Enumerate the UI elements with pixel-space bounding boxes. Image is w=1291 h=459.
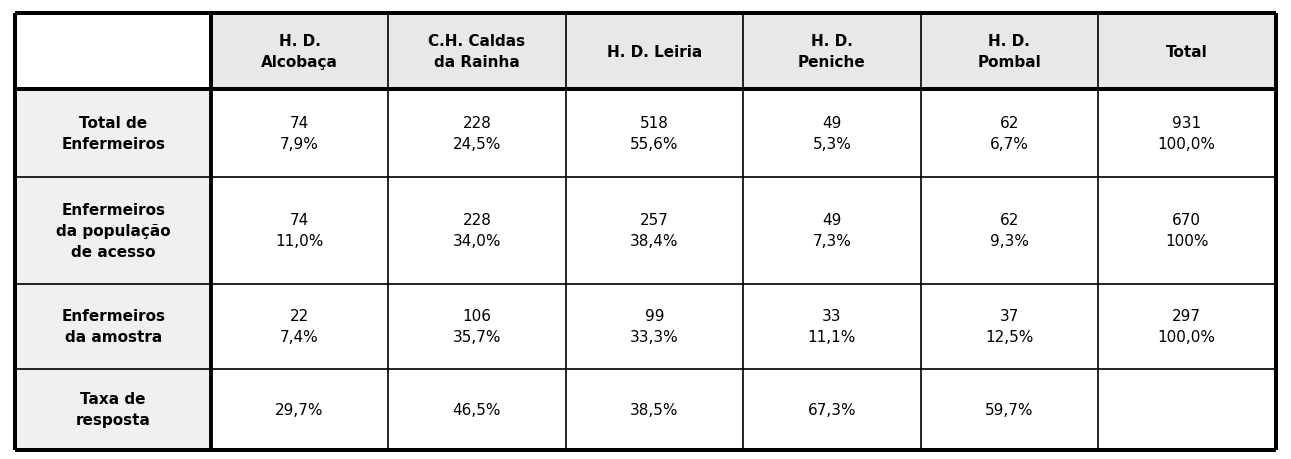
Bar [389, 369, 565, 450]
Bar [920, 177, 1099, 284]
Bar [210, 177, 389, 284]
Text: 59,7%: 59,7% [985, 402, 1034, 417]
Bar [1099, 177, 1276, 284]
Text: 99
33,3%: 99 33,3% [630, 308, 679, 345]
Text: 106
35,7%: 106 35,7% [453, 308, 501, 345]
Text: 49
7,3%: 49 7,3% [812, 213, 851, 249]
Text: C.H. Caldas
da Rainha: C.H. Caldas da Rainha [429, 34, 525, 70]
Bar [920, 369, 1099, 450]
Text: 74
7,9%: 74 7,9% [280, 116, 319, 151]
Bar [920, 284, 1099, 369]
Bar [565, 14, 744, 90]
Text: 518
55,6%: 518 55,6% [630, 116, 679, 151]
Text: H. D.
Alcobaça: H. D. Alcobaça [261, 34, 338, 70]
Bar [15, 284, 210, 369]
Text: 297
100,0%: 297 100,0% [1158, 308, 1216, 345]
Bar [744, 177, 920, 284]
Bar [920, 14, 1099, 90]
Bar [565, 369, 744, 450]
Text: 931
100,0%: 931 100,0% [1158, 116, 1216, 151]
Bar [15, 369, 210, 450]
Text: H. D.
Peniche: H. D. Peniche [798, 34, 866, 70]
Text: 62
9,3%: 62 9,3% [990, 213, 1029, 249]
Text: H. D. Leiria: H. D. Leiria [607, 45, 702, 59]
Bar [565, 177, 744, 284]
Bar [1099, 14, 1276, 90]
Text: 62
6,7%: 62 6,7% [990, 116, 1029, 151]
Text: 29,7%: 29,7% [275, 402, 324, 417]
Bar [565, 90, 744, 177]
Text: Taxa de
resposta: Taxa de resposta [76, 392, 151, 427]
Text: 67,3%: 67,3% [808, 402, 856, 417]
Text: H. D.
Pombal: H. D. Pombal [977, 34, 1042, 70]
Bar [744, 369, 920, 450]
Bar [210, 14, 389, 90]
Text: 22
7,4%: 22 7,4% [280, 308, 319, 345]
Text: 49
5,3%: 49 5,3% [812, 116, 851, 151]
Bar [744, 90, 920, 177]
Text: 37
12,5%: 37 12,5% [985, 308, 1034, 345]
Text: 74
11,0%: 74 11,0% [275, 213, 324, 249]
Bar [389, 177, 565, 284]
Text: Total: Total [1166, 45, 1207, 59]
Text: 38,5%: 38,5% [630, 402, 679, 417]
Bar [210, 90, 389, 177]
Text: 670
100%: 670 100% [1164, 213, 1208, 249]
Bar [1099, 284, 1276, 369]
Text: 228
24,5%: 228 24,5% [453, 116, 501, 151]
Bar [15, 177, 210, 284]
Bar [389, 14, 565, 90]
Text: 46,5%: 46,5% [453, 402, 501, 417]
Bar [210, 369, 389, 450]
Bar [1099, 90, 1276, 177]
Bar [15, 90, 210, 177]
Bar [389, 90, 565, 177]
Text: Total de
Enfermeiros: Total de Enfermeiros [61, 116, 165, 151]
Text: Enfermeiros
da população
de acesso: Enfermeiros da população de acesso [56, 202, 170, 259]
Bar [389, 284, 565, 369]
Bar [920, 90, 1099, 177]
Bar [210, 284, 389, 369]
Bar [744, 14, 920, 90]
Text: Enfermeiros
da amostra: Enfermeiros da amostra [61, 308, 165, 345]
Bar [744, 284, 920, 369]
Bar [1099, 369, 1276, 450]
Text: 257
38,4%: 257 38,4% [630, 213, 679, 249]
Bar [565, 284, 744, 369]
Text: 33
11,1%: 33 11,1% [808, 308, 856, 345]
Text: 228
34,0%: 228 34,0% [453, 213, 501, 249]
Bar [15, 14, 210, 90]
